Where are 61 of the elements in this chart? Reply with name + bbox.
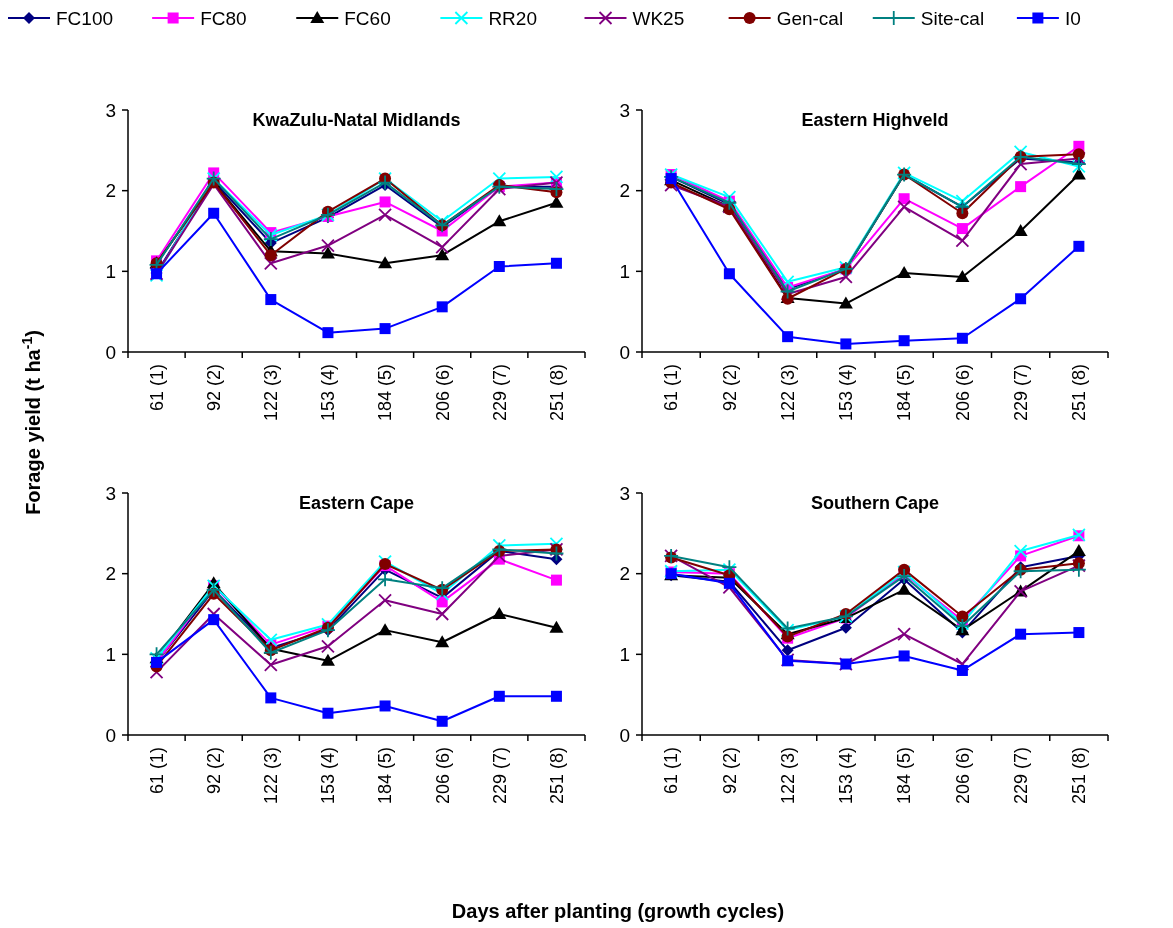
x-tick-label: 206 (6) xyxy=(952,364,973,422)
y-tick-label: 3 xyxy=(619,99,630,121)
x-tick-label: 206 (6) xyxy=(952,747,973,805)
x-tick-label: 251 (8) xyxy=(1069,364,1090,422)
y-tick-label: 0 xyxy=(105,724,116,746)
legend-label: Gen-cal xyxy=(776,7,844,29)
chart-title: Eastern Cape xyxy=(298,493,415,513)
chart-title: Southern Cape xyxy=(810,493,940,513)
x-tick-label: 122 (3) xyxy=(777,747,798,805)
y-tick-label: 2 xyxy=(105,180,116,202)
y-tick-label: 3 xyxy=(105,482,116,504)
x-tick-label: 251 (8) xyxy=(546,364,567,422)
x-tick-label: 153 (4) xyxy=(318,364,339,422)
x-tick-label: 206 (6) xyxy=(432,364,453,422)
x-tick-label: 122 (3) xyxy=(777,364,798,422)
x-tick-label: 184 (5) xyxy=(375,364,396,422)
x-tick-label: 184 (5) xyxy=(894,747,915,805)
y-tick-label: 0 xyxy=(105,341,116,363)
x-tick-label: 229 (7) xyxy=(489,364,510,422)
y-tick-label: 1 xyxy=(105,643,116,665)
x-tick-label: 251 (8) xyxy=(1069,747,1090,805)
x-tick-label: 153 (4) xyxy=(836,747,857,805)
x-axis-title: Days after planting (growth cycles) xyxy=(451,900,785,922)
legend-label: Site-cal xyxy=(920,7,985,29)
x-tick-label: 206 (6) xyxy=(432,747,453,805)
x-tick-label: 92 (2) xyxy=(203,747,224,795)
x-tick-label: 92 (2) xyxy=(203,364,224,412)
y-tick-label: 2 xyxy=(619,563,630,585)
chart-title: Eastern Highveld xyxy=(801,110,949,130)
y-tick-label: 2 xyxy=(105,563,116,585)
x-tick-label: 122 (3) xyxy=(261,364,282,422)
x-tick-label: 229 (7) xyxy=(489,747,510,805)
x-tick-label: 153 (4) xyxy=(836,364,857,422)
legend-label: FC60 xyxy=(344,7,391,29)
x-tick-label: 61 (1) xyxy=(146,364,167,412)
x-tick-label: 61 (1) xyxy=(146,747,167,795)
x-tick-label: 184 (5) xyxy=(375,747,396,805)
y-tick-label: 2 xyxy=(619,180,630,202)
x-tick-label: 61 (1) xyxy=(661,747,682,795)
x-tick-label: 122 (3) xyxy=(261,747,282,805)
x-tick-label: 229 (7) xyxy=(1010,747,1031,805)
legend-label: FC80 xyxy=(200,7,247,29)
x-tick-label: 251 (8) xyxy=(546,747,567,805)
legend-label: RR20 xyxy=(488,7,537,29)
x-tick-label: 184 (5) xyxy=(894,364,915,422)
x-tick-label: 153 (4) xyxy=(318,747,339,805)
y-tick-label: 0 xyxy=(619,341,630,363)
x-tick-label: 229 (7) xyxy=(1010,364,1031,422)
x-tick-label: 61 (1) xyxy=(661,364,682,412)
chart-title: KwaZulu-Natal Midlands xyxy=(252,110,461,130)
y-tick-label: 0 xyxy=(619,724,630,746)
y-tick-label: 1 xyxy=(619,643,630,665)
x-tick-label: 92 (2) xyxy=(719,747,740,795)
legend-label: I0 xyxy=(1064,7,1081,29)
x-tick-label: 92 (2) xyxy=(719,364,740,412)
y-tick-label: 3 xyxy=(619,482,630,504)
legend-label: FC100 xyxy=(56,7,114,29)
y-tick-label: 1 xyxy=(619,260,630,282)
y-tick-label: 1 xyxy=(105,260,116,282)
y-tick-label: 3 xyxy=(105,99,116,121)
legend-label: WK25 xyxy=(632,7,685,29)
